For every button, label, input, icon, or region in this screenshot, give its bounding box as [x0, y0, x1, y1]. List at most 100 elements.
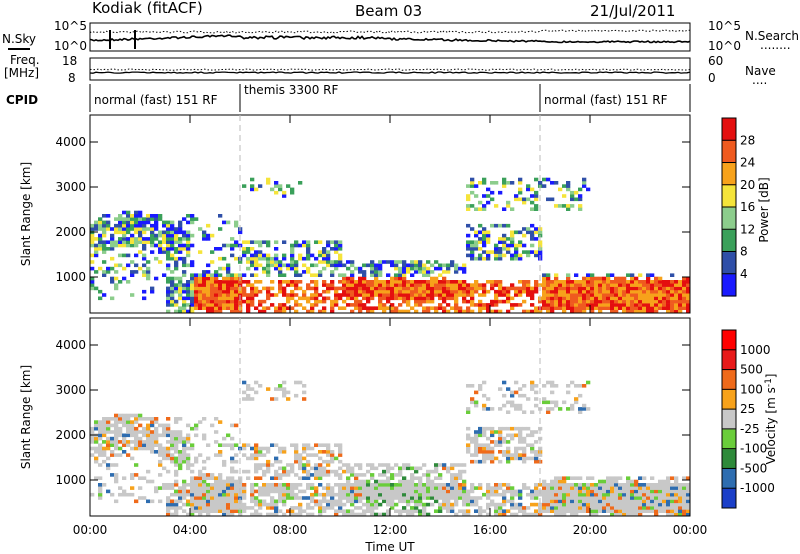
power-cell: [482, 207, 487, 211]
power-cell: [426, 266, 431, 271]
velocity-cell: [222, 502, 227, 507]
power-cell: [634, 280, 639, 284]
power-cell: [130, 217, 135, 221]
velocity-cell: [390, 496, 395, 500]
power-cell: [470, 303, 475, 307]
velocity-cell: [598, 496, 603, 500]
velocity-cell: [394, 496, 399, 500]
power-cell: [402, 263, 407, 268]
velocity-cell: [230, 459, 235, 464]
power-cell: [166, 243, 171, 248]
power-cell: [654, 286, 659, 291]
power-cell: [442, 309, 447, 314]
velocity-cell: [438, 502, 443, 507]
velocity-cell: [350, 502, 355, 507]
power-cell: [510, 286, 515, 291]
velocity-colorbar-swatch: [722, 448, 736, 469]
power-cell: [642, 289, 647, 294]
power-cell: [278, 286, 283, 291]
velocity-cell: [622, 483, 627, 487]
velocity-cell: [486, 397, 491, 401]
velocity-cell: [546, 407, 551, 411]
velocity-cell: [346, 479, 351, 484]
velocity-cell: [466, 443, 471, 447]
power-cell: [166, 227, 171, 231]
power-cell: [202, 306, 207, 310]
power-cell: [462, 280, 467, 284]
velocity-cell: [270, 489, 275, 494]
velocity-cell: [542, 483, 547, 487]
power-cell: [502, 240, 507, 244]
velocity-cell: [138, 443, 143, 447]
velocity-cell: [618, 483, 623, 487]
power-cell: [490, 190, 495, 195]
power-cell: [226, 296, 231, 301]
power-cell: [274, 247, 279, 251]
power-cell: [646, 276, 651, 281]
velocity-cell: [554, 509, 559, 513]
power-cell: [134, 217, 139, 221]
velocity-cell: [250, 489, 255, 494]
velocity-cell: [346, 469, 351, 474]
velocity-cell: [174, 499, 179, 504]
velocity-cell: [366, 463, 371, 467]
velocity-cell: [246, 476, 251, 480]
power-cell: [378, 303, 383, 307]
velocity-colorbar-swatch: [722, 488, 736, 509]
power-cell: [102, 247, 107, 251]
velocity-cell: [242, 506, 247, 510]
velocity-cell: [654, 489, 659, 494]
velocity-cell: [146, 426, 151, 431]
power-cell: [226, 303, 231, 307]
velocity-cell: [518, 456, 523, 461]
velocity-cell: [370, 506, 375, 510]
velocity-cell: [558, 496, 563, 500]
velocity-cell: [682, 492, 687, 497]
velocity-cell: [338, 459, 343, 464]
power-cell: [234, 299, 239, 304]
power-cell: [494, 204, 499, 208]
power-cell: [578, 280, 583, 284]
power-cell: [458, 266, 463, 271]
power-cell: [614, 280, 619, 284]
power-cell: [242, 286, 247, 291]
power-cell: [586, 299, 591, 304]
power-cell: [186, 220, 191, 225]
velocity-cell: [170, 502, 175, 507]
velocity-cell: [182, 492, 187, 497]
power-cell: [334, 250, 339, 254]
velocity-cell: [90, 492, 95, 497]
velocity-colorbar-swatch: [722, 330, 736, 351]
velocity-cell: [418, 512, 423, 517]
power-cell: [414, 286, 419, 291]
velocity-cell: [542, 397, 547, 401]
velocity-cell: [614, 496, 619, 500]
power-cell: [522, 286, 527, 291]
velocity-cell: [130, 423, 135, 428]
power-cell: [182, 243, 187, 248]
power-cell: [374, 273, 379, 277]
power-cell: [602, 286, 607, 291]
power-cell: [370, 266, 375, 271]
velocity-cell: [410, 496, 415, 500]
power-cell: [298, 303, 303, 307]
power-cell: [674, 306, 679, 310]
power-cell: [190, 296, 195, 301]
velocity-cell: [234, 496, 239, 500]
velocity-cell: [634, 499, 639, 504]
velocity-cell: [522, 426, 527, 431]
velocity-cell: [502, 502, 507, 507]
velocity-cell: [426, 479, 431, 484]
power-cell: [266, 256, 271, 261]
velocity-colorbar-swatch: [722, 389, 736, 410]
velocity-cell: [222, 479, 227, 484]
power-cell: [558, 283, 563, 287]
power-cell: [306, 247, 311, 251]
velocity-cell: [610, 506, 615, 510]
power-cell: [234, 306, 239, 310]
power-cell: [234, 243, 239, 248]
power-cell: [570, 303, 575, 307]
velocity-cell: [554, 492, 559, 497]
